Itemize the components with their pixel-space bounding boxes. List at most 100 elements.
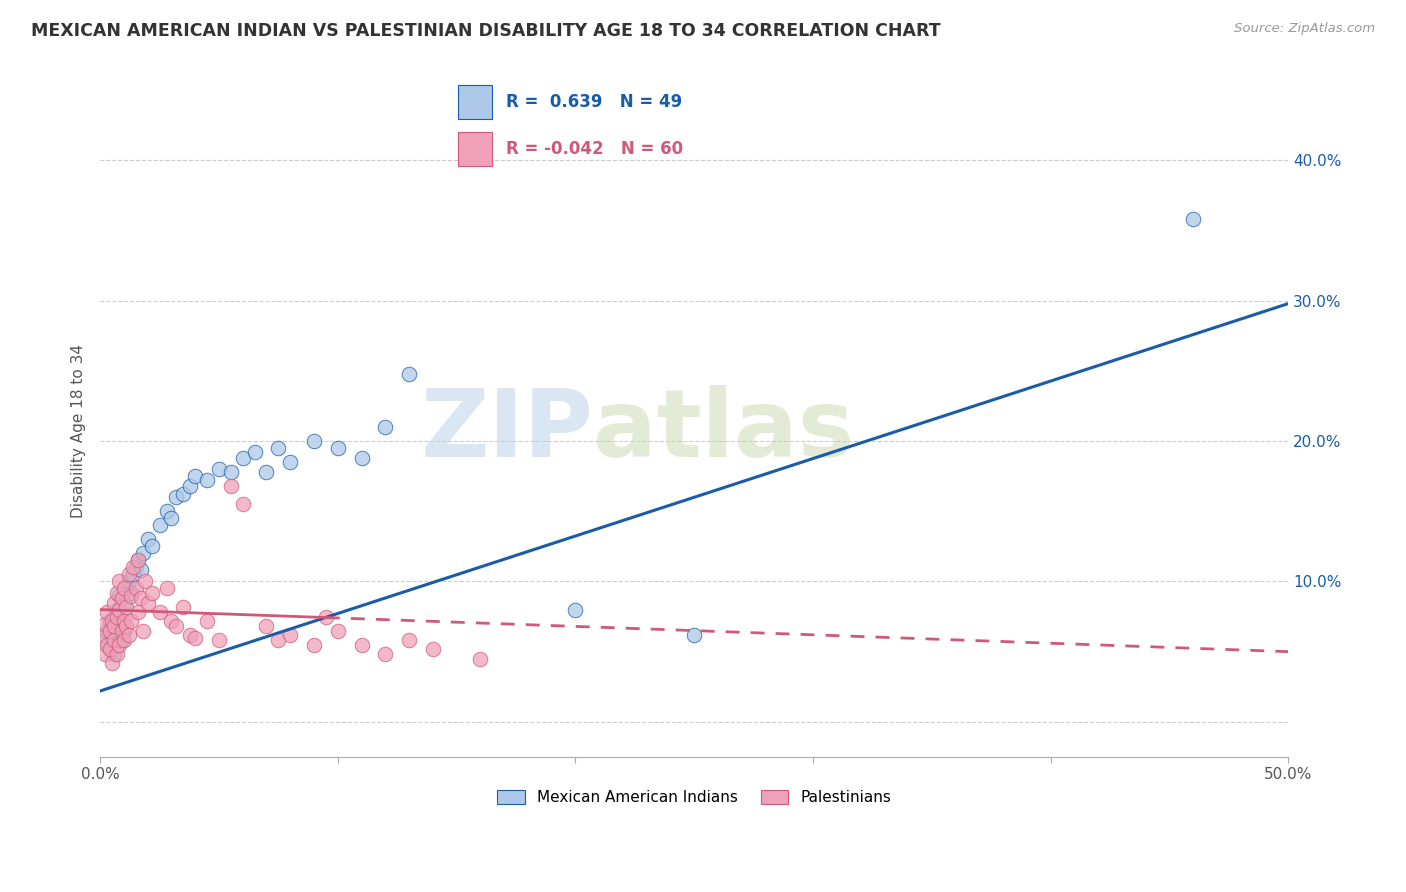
Point (127, 553, 149, 567)
Point (350, 450, 373, 465)
Point (422, 641, 444, 656)
Point (129, 563, 152, 577)
Point (105, 602, 128, 616)
Text: R = -0.042   N = 60: R = -0.042 N = 60 (506, 140, 683, 158)
Point (103, 619, 125, 633)
Point (148, 606, 170, 620)
Point (160, 511, 183, 525)
Point (125, 560, 148, 574)
Point (103, 609, 125, 624)
Point (115, 582, 138, 596)
Point (219, 479, 242, 493)
Point (470, 651, 492, 665)
Point (112, 624, 135, 638)
Point (208, 462, 231, 476)
Point (156, 582, 179, 596)
Point (101, 656, 124, 670)
Point (94, 616, 117, 631)
Point (122, 567, 145, 582)
Point (141, 585, 163, 599)
Point (94, 633, 117, 648)
Point (136, 533, 159, 547)
Text: MEXICAN AMERICAN INDIAN VS PALESTINIAN DISABILITY AGE 18 TO 34 CORRELATION CHART: MEXICAN AMERICAN INDIAN VS PALESTINIAN D… (31, 22, 941, 40)
Point (112, 582, 135, 596)
Point (117, 628, 139, 642)
Point (256, 465, 278, 479)
Point (160, 614, 183, 628)
Point (132, 546, 155, 560)
Point (1182, 212, 1205, 227)
Text: Source: ZipAtlas.com: Source: ZipAtlas.com (1234, 22, 1375, 36)
Point (267, 633, 290, 648)
Point (122, 560, 145, 574)
Point (96, 638, 118, 652)
Point (120, 589, 142, 603)
Point (374, 420, 396, 434)
Point (129, 591, 152, 606)
Point (105, 609, 128, 624)
Point (232, 450, 254, 465)
Point (278, 628, 301, 642)
Point (127, 553, 149, 567)
Point (374, 648, 396, 662)
Point (232, 497, 254, 511)
Point (98, 641, 121, 656)
Text: atlas: atlas (593, 384, 855, 476)
Point (148, 518, 170, 533)
Point (110, 616, 132, 631)
Point (103, 648, 125, 662)
Point (108, 628, 131, 642)
Point (98, 641, 121, 656)
Text: ZIP: ZIP (420, 384, 593, 476)
Point (105, 648, 128, 662)
Point (125, 582, 148, 596)
Point (101, 619, 124, 633)
Point (105, 585, 128, 599)
Point (110, 624, 132, 638)
Y-axis label: Disability Age 18 to 34: Disability Age 18 to 34 (72, 343, 86, 517)
Point (165, 490, 187, 504)
Point (564, 602, 586, 616)
Point (172, 599, 194, 614)
Point (117, 567, 139, 582)
Point (103, 595, 125, 609)
Point (112, 595, 135, 609)
Point (302, 434, 325, 449)
Point (302, 638, 325, 652)
Point (195, 474, 218, 488)
Point (179, 479, 201, 493)
Point (108, 638, 131, 652)
Point (195, 614, 218, 628)
Point (127, 606, 149, 620)
Point (120, 585, 142, 599)
Point (267, 441, 290, 455)
Point (315, 609, 337, 624)
Point (115, 619, 138, 633)
Point (184, 469, 207, 483)
Point (350, 638, 373, 652)
FancyBboxPatch shape (458, 85, 492, 119)
Point (108, 574, 131, 589)
Point (112, 633, 135, 648)
Point (98, 624, 121, 638)
Point (108, 589, 131, 603)
Point (256, 619, 278, 633)
Point (326, 624, 349, 638)
Point (91, 628, 114, 642)
Point (108, 602, 131, 616)
Point (134, 574, 156, 589)
Point (101, 614, 124, 628)
Point (398, 633, 420, 648)
Point (243, 445, 266, 459)
Point (278, 455, 301, 469)
Point (165, 619, 187, 633)
Point (112, 614, 135, 628)
Point (179, 628, 201, 642)
Point (208, 633, 231, 648)
Point (110, 591, 132, 606)
Point (94, 648, 117, 662)
Point (326, 441, 349, 455)
Text: R =  0.639   N = 49: R = 0.639 N = 49 (506, 93, 682, 111)
Point (398, 367, 420, 381)
Point (103, 633, 125, 648)
